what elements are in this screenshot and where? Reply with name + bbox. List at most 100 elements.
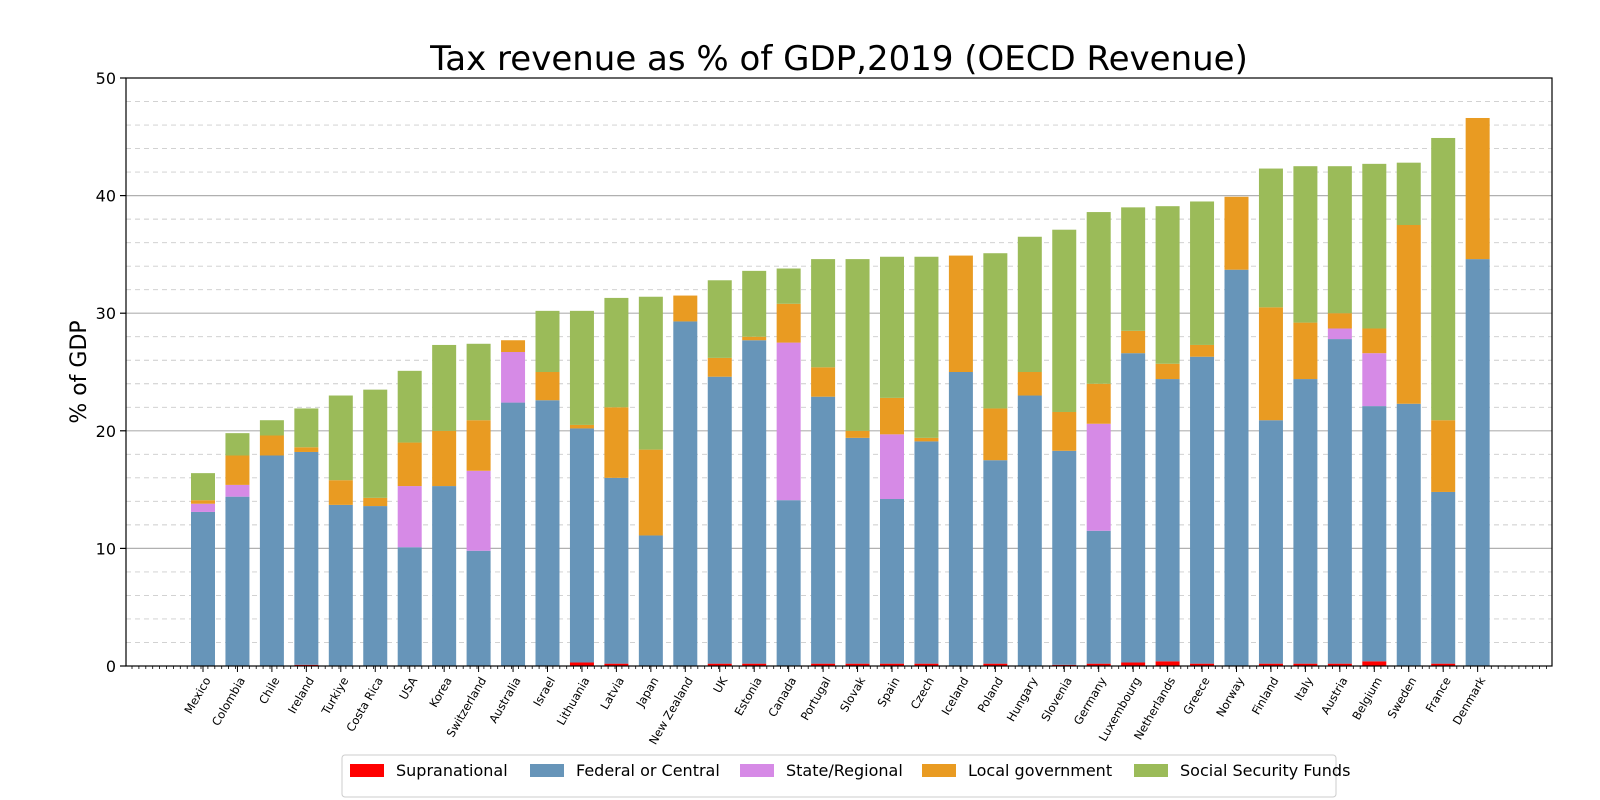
legend-swatch bbox=[350, 764, 384, 777]
x-tick-label: Japan bbox=[633, 675, 662, 711]
bar-segment bbox=[880, 499, 904, 664]
bar-segment bbox=[1293, 663, 1318, 666]
bar-segment bbox=[466, 420, 491, 471]
bar-segment bbox=[1052, 450, 1077, 665]
bar-segment bbox=[397, 442, 422, 487]
bar-segment bbox=[914, 663, 939, 666]
bar-segment bbox=[535, 400, 560, 666]
bar-segment bbox=[569, 662, 594, 666]
x-tick-label: Slovak bbox=[837, 674, 868, 714]
bar-segment bbox=[466, 470, 491, 551]
bar-segment bbox=[1327, 313, 1352, 329]
legend: Supranational Federal or Central State/Reg… bbox=[341, 754, 1350, 798]
bar-segment bbox=[776, 303, 801, 343]
bar-segment bbox=[880, 663, 904, 666]
bar-segment bbox=[1190, 201, 1215, 345]
bar-segment bbox=[948, 372, 973, 666]
x-tick-label: Poland bbox=[975, 675, 1006, 715]
x-tick-label: Lithuania bbox=[554, 675, 593, 728]
x-tick-label: UK bbox=[710, 674, 730, 695]
legend-label: Federal or Central bbox=[576, 761, 720, 780]
bar-segment bbox=[501, 402, 526, 666]
bar-segment bbox=[328, 504, 353, 666]
x-tick-label: Estonia bbox=[732, 675, 765, 719]
y-tick-label: 50 bbox=[96, 69, 116, 88]
y-tick-label: 10 bbox=[96, 539, 116, 558]
bar-segment bbox=[1121, 662, 1146, 666]
bar-segment bbox=[259, 455, 284, 666]
bar-segment bbox=[638, 535, 663, 666]
bar-segment bbox=[569, 424, 594, 429]
bar-segment bbox=[1155, 206, 1180, 364]
bar-segment bbox=[914, 256, 939, 438]
bar-segment bbox=[914, 437, 939, 442]
x-tick-label: Finland bbox=[1249, 675, 1282, 718]
bar-segment bbox=[742, 663, 767, 666]
x-tick-label: Germany bbox=[1071, 674, 1110, 727]
bar-segment bbox=[432, 486, 457, 666]
bar-segment bbox=[1121, 330, 1146, 354]
bar-segment bbox=[1431, 491, 1456, 664]
x-tick-label: Chile bbox=[256, 675, 283, 707]
bar-segment bbox=[638, 449, 663, 536]
bar-segment bbox=[1190, 356, 1215, 664]
bar-segment bbox=[1258, 663, 1283, 666]
bar-segment bbox=[1258, 307, 1283, 421]
legend-swatch bbox=[530, 764, 564, 777]
bar-segment bbox=[604, 407, 629, 478]
bar-segment bbox=[1327, 328, 1352, 340]
bar-segment bbox=[191, 503, 215, 512]
bar-segment bbox=[707, 663, 732, 666]
x-tick-label: Greece bbox=[1180, 675, 1213, 717]
bar-segment bbox=[707, 280, 732, 358]
bar-segment bbox=[1362, 406, 1387, 662]
bar-segment bbox=[845, 663, 870, 666]
bar-segment bbox=[776, 342, 801, 501]
bar-segment bbox=[1086, 530, 1111, 664]
bar-segment bbox=[776, 268, 801, 304]
bar-segment bbox=[1224, 196, 1249, 270]
bar-segment bbox=[466, 343, 491, 421]
bar-segment bbox=[1155, 363, 1180, 380]
bar-segment bbox=[363, 389, 388, 498]
bar-segment bbox=[1431, 137, 1456, 421]
x-tick-label: Israel bbox=[530, 675, 558, 709]
bar-segment bbox=[742, 336, 767, 341]
bar-segment bbox=[983, 460, 1008, 664]
chart-title: Tax revenue as % of GDP,2019 (OECD Reven… bbox=[429, 39, 1248, 79]
legend-label: Supranational bbox=[396, 761, 508, 780]
bar-segment bbox=[673, 295, 698, 322]
bars bbox=[191, 117, 1490, 666]
bar-segment bbox=[811, 663, 836, 666]
bar-segment bbox=[535, 310, 560, 372]
bar-segment bbox=[1465, 117, 1490, 260]
bar-segment bbox=[1396, 403, 1421, 666]
bar-segment bbox=[845, 437, 870, 664]
x-tick-label: Korea bbox=[426, 675, 454, 710]
bar-segment bbox=[259, 420, 284, 436]
bar-segment bbox=[501, 352, 526, 403]
bar-segment bbox=[294, 451, 319, 665]
bar-segment bbox=[294, 408, 319, 448]
bar-segment bbox=[1190, 344, 1215, 357]
bar-segment bbox=[1121, 353, 1146, 663]
bar-segment bbox=[880, 434, 904, 500]
x-tick-label: Australia bbox=[486, 675, 524, 726]
bar-segment bbox=[501, 340, 526, 353]
bar-segment bbox=[1086, 663, 1111, 666]
bar-segment bbox=[225, 455, 250, 485]
bar-segment bbox=[432, 430, 457, 487]
bar-segment bbox=[811, 259, 836, 368]
bar-segment bbox=[1362, 661, 1387, 666]
bar-segment bbox=[191, 500, 215, 504]
bar-segment bbox=[1155, 379, 1180, 662]
bar-segment bbox=[569, 428, 594, 663]
bar-segment bbox=[1431, 663, 1456, 666]
bar-segment bbox=[707, 376, 732, 664]
y-tick-label: 30 bbox=[96, 304, 116, 323]
y-axis-label: % of GDP bbox=[67, 320, 92, 423]
bar-segment bbox=[845, 430, 870, 438]
bar-segment bbox=[259, 435, 284, 456]
